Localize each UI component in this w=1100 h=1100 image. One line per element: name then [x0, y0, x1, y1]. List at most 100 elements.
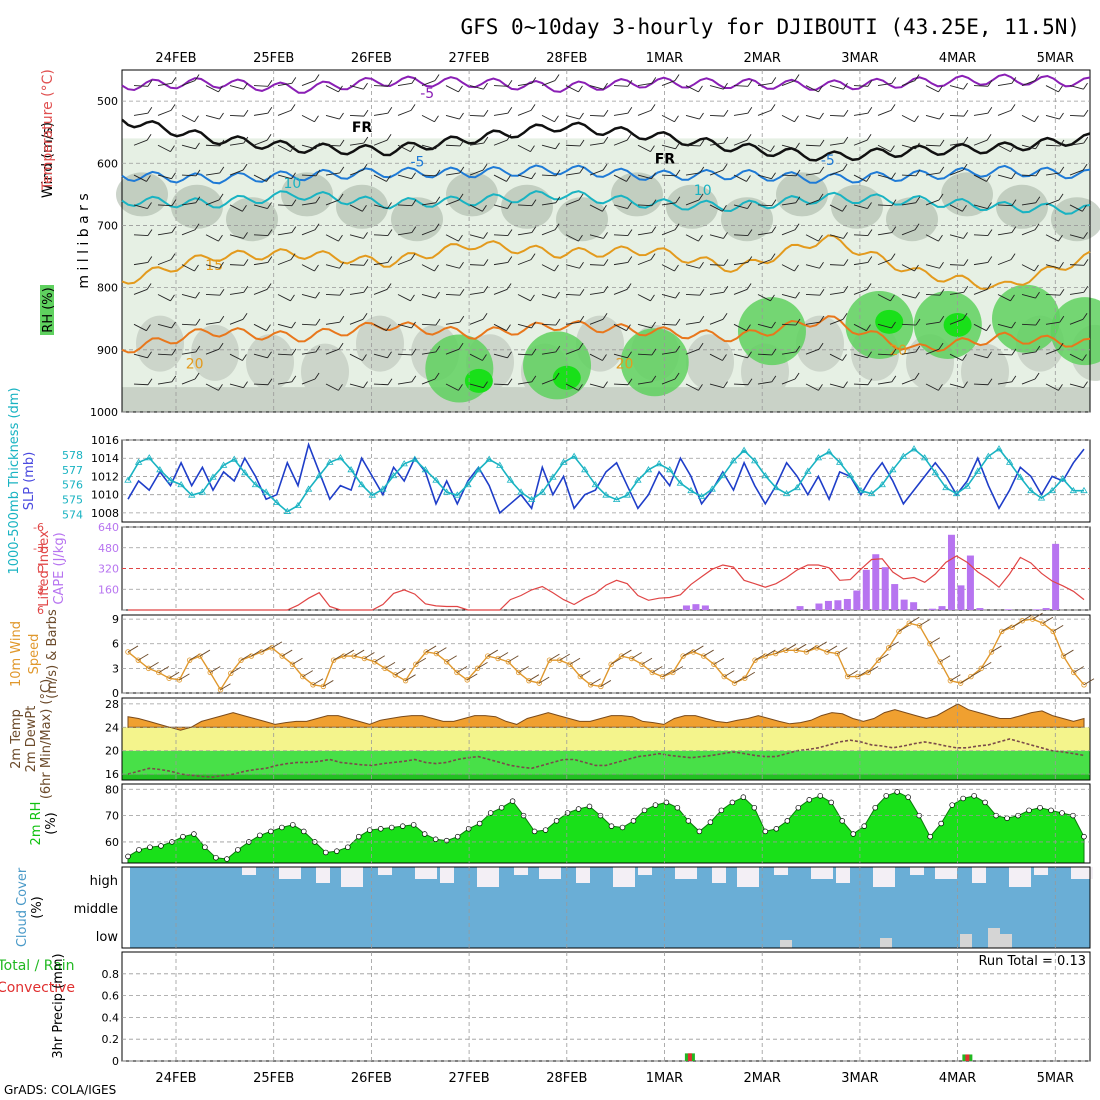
wind-barb-flag	[243, 381, 248, 388]
wind-barb	[541, 264, 555, 272]
wind-barb-flag	[674, 223, 680, 231]
wind-barb	[661, 174, 677, 177]
wind-speed-point	[742, 675, 748, 681]
rh-point	[773, 826, 780, 832]
wind-barb-flag	[674, 115, 679, 122]
wind-speed-point	[885, 645, 892, 651]
wind-barb	[589, 142, 604, 146]
wind-barb-flag	[146, 133, 152, 141]
thickness-point	[368, 491, 377, 498]
wind-barb	[157, 259, 172, 266]
panel-precip: 0 0.2 0.4 0.6 0.8 Run Total = 0.13 Total / Rai…	[0, 951, 1091, 1068]
wind-barb-flag	[963, 109, 969, 117]
wind-barb-flag	[770, 253, 776, 260]
wind-10m-barb	[631, 652, 642, 659]
rh-blob	[336, 184, 388, 229]
temp-band	[122, 774, 1090, 780]
wind-barb-flag	[579, 112, 584, 120]
wind-10m-barb	[1052, 625, 1064, 632]
wind-barb-flag	[722, 354, 727, 361]
wind-10m-barb	[559, 653, 570, 661]
wind-barb	[421, 264, 435, 272]
wind-barb	[877, 294, 891, 302]
contour-label: -5	[420, 86, 434, 102]
wind-barb-flag	[1034, 264, 1039, 272]
upper_air-tick: 600	[97, 157, 118, 170]
wind-barb-flag	[1035, 291, 1040, 299]
wind-speed-point	[248, 653, 255, 659]
cape-bar	[815, 603, 823, 610]
wind-10m-barb	[826, 645, 838, 653]
wind-barb-flag	[530, 104, 536, 111]
wind-barb	[469, 264, 485, 266]
rh-point	[180, 833, 186, 840]
wind-barb	[133, 353, 148, 359]
wind-barb-flag	[795, 318, 801, 326]
thickness-point	[283, 507, 292, 514]
wind-barbs	[133, 74, 1089, 391]
wind-barb	[781, 174, 797, 177]
wind-barb-flag	[1059, 315, 1065, 323]
wind-barb	[757, 294, 771, 302]
wind-barb-flag	[915, 169, 921, 177]
wind-barb-flag	[819, 139, 825, 147]
cloud-high-bar	[378, 867, 392, 875]
cloud_cover-axis-label: Cloud Cover	[15, 867, 30, 947]
wind-barb-flag	[939, 166, 945, 174]
wind-barb	[421, 174, 437, 177]
thickness-point	[655, 460, 663, 467]
wind-barb	[325, 294, 341, 296]
wind-barb-flag	[531, 375, 537, 383]
wind-barb	[277, 294, 291, 302]
wind-barb	[469, 114, 485, 117]
wind-barb-flag	[483, 259, 489, 266]
wind-barb-flag	[554, 223, 560, 231]
wind-speed-point	[731, 680, 738, 686]
wind-barb	[133, 204, 148, 209]
cloud-high-bar	[613, 867, 635, 887]
thickness-point	[357, 480, 366, 488]
wind-barb	[1069, 169, 1084, 176]
wind-speed-point	[968, 673, 974, 680]
wind-barb	[397, 323, 412, 329]
wind-barb	[565, 85, 579, 93]
slp_thickness-tick: 1012	[91, 470, 119, 483]
wind-barb	[589, 234, 604, 239]
wind-barb-flag	[795, 196, 801, 203]
wind-barb-flag	[579, 139, 585, 147]
wind-barb-flag	[986, 324, 991, 331]
wind-barb	[133, 112, 148, 116]
wind-barb-flag	[770, 294, 775, 302]
wind10m-tick: 3	[112, 662, 119, 675]
wind-barb	[373, 139, 388, 146]
wind-barb	[1021, 351, 1036, 355]
thickness-point	[899, 452, 908, 459]
wind-barb-flag	[1058, 342, 1064, 350]
wind-barb-flag	[267, 378, 273, 386]
wind-barb	[205, 294, 221, 296]
wind-barb-flag	[291, 375, 297, 383]
wind-barb-flag	[603, 82, 608, 90]
wind-barb-flag	[699, 288, 705, 296]
wind-barb	[229, 353, 243, 361]
wind-barb-flag	[483, 82, 488, 90]
wind-barb-flag	[218, 342, 224, 350]
wind-barb-flag	[938, 384, 943, 391]
rh-point	[795, 804, 802, 811]
wind-barb-flag	[482, 163, 488, 171]
wind-barb-flag	[482, 205, 487, 212]
wind-barb	[877, 109, 892, 116]
precip-tick: 0.2	[102, 1033, 120, 1046]
temperature-label: Temperature (°C)	[40, 69, 56, 191]
wind-barb-flag	[314, 372, 320, 380]
isotherm-10C	[121, 190, 1091, 215]
wind-speed-point	[659, 673, 666, 680]
wind-barb-flag	[842, 313, 848, 320]
wind-barb	[373, 112, 388, 116]
wind-barb	[853, 289, 868, 295]
wind-speed-point	[567, 661, 573, 667]
wind-barb	[277, 204, 293, 207]
wind-barb-flag	[434, 223, 440, 231]
wind-barb-flag	[506, 133, 512, 141]
